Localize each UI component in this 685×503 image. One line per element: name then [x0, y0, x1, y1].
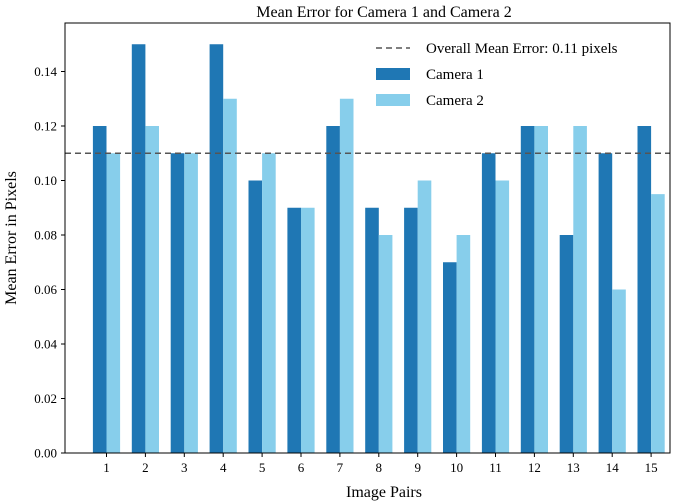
y-axis-label: Mean Error in Pixels	[3, 171, 20, 305]
bar-camera-1-pair-14	[598, 153, 613, 453]
plot-frame	[64, 22, 671, 454]
legend-label-overall-mean: Overall Mean Error: 0.11 pixels	[426, 41, 618, 57]
bar-camera-1-pair-5	[248, 180, 263, 453]
bar-camera-1-pair-1	[92, 126, 107, 453]
legend: Overall Mean Error: 0.11 pixels Camera 1 C…	[376, 41, 618, 109]
x-axis: 1 2 3 4 5 6 7 8 9 10 11 12 13 14 15	[103, 453, 658, 475]
bar-camera-2-pair-2	[145, 126, 159, 453]
y-tick-label-0.02: 0.02	[34, 391, 57, 406]
bar-camera-2-pair-12	[534, 126, 548, 453]
legend-label-camera-1: Camera 1	[426, 67, 484, 83]
x-tick-label-10: 10	[450, 460, 463, 475]
x-tick-label-3: 3	[181, 460, 188, 475]
bar-camera-2-pair-1	[106, 153, 121, 453]
bar-camera-1-pair-4	[209, 44, 224, 453]
bar-camera-2-pair-13	[573, 126, 587, 453]
y-tick-label-0.06: 0.06	[34, 282, 57, 297]
legend-swatch-camera-2	[376, 94, 410, 106]
y-tick-label-0.08: 0.08	[34, 228, 57, 243]
bar-camera-1-pair-3	[170, 153, 185, 453]
bar-camera-2-pair-9	[417, 180, 432, 453]
y-tick-label-0.10: 0.10	[34, 173, 57, 188]
bar-camera-2-pair-5	[262, 153, 276, 453]
bar-camera-1-pair-10	[443, 262, 457, 453]
bar-camera-2-pair-14	[612, 289, 626, 453]
legend-swatch-camera-1	[376, 68, 410, 80]
x-tick-label-4: 4	[220, 460, 227, 475]
bar-camera-2-pair-8	[378, 235, 393, 453]
bar-camera-2-pair-11	[495, 180, 510, 453]
bar-camera-2-pair-15	[651, 194, 665, 453]
y-axis: 0.00 0.02 0.04 0.06 0.08 0.10 0.12 0.14	[34, 64, 65, 461]
bar-camera-2-pair-10	[456, 235, 471, 453]
bar-camera-1-pair-15	[637, 126, 652, 453]
bar-camera-2-pair-6	[301, 207, 315, 453]
bar-camera-1-pair-11	[481, 153, 496, 453]
bar-camera-1-pair-6	[287, 207, 301, 453]
bar-camera-2-pair-3	[184, 153, 198, 453]
bar-camera-1-pair-12	[520, 126, 535, 453]
y-tick-label-0.00: 0.00	[34, 446, 57, 461]
x-tick-label-11: 11	[489, 460, 502, 475]
x-tick-label-6: 6	[298, 460, 305, 475]
y-tick-label-0.14: 0.14	[34, 64, 57, 79]
x-tick-label-15: 15	[645, 460, 658, 475]
legend-label-camera-2: Camera 2	[426, 93, 484, 109]
chart-title: Mean Error for Camera 1 and Camera 2	[256, 4, 511, 21]
x-tick-label-13: 13	[567, 460, 580, 475]
x-tick-label-8: 8	[376, 460, 383, 475]
bar-camera-1-pair-9	[404, 207, 418, 453]
x-tick-label-7: 7	[337, 460, 344, 475]
x-tick-label-5: 5	[259, 460, 266, 475]
x-axis-label: Image Pairs	[346, 484, 422, 501]
y-tick-label-0.04: 0.04	[34, 337, 57, 352]
x-tick-label-1: 1	[103, 460, 110, 475]
y-tick-label-0.12: 0.12	[34, 119, 57, 134]
bar-camera-1-pair-2	[131, 44, 146, 453]
bars-group	[92, 44, 665, 453]
x-tick-label-12: 12	[528, 460, 541, 475]
bar-camera-2-pair-4	[223, 98, 237, 453]
bar-camera-1-pair-8	[365, 207, 379, 453]
x-tick-label-9: 9	[414, 460, 421, 475]
x-tick-label-2: 2	[142, 460, 149, 475]
bar-camera-1-pair-13	[559, 235, 574, 453]
x-tick-label-14: 14	[606, 460, 620, 475]
bar-camera-2-pair-7	[339, 98, 354, 453]
bar-camera-1-pair-7	[326, 126, 340, 453]
